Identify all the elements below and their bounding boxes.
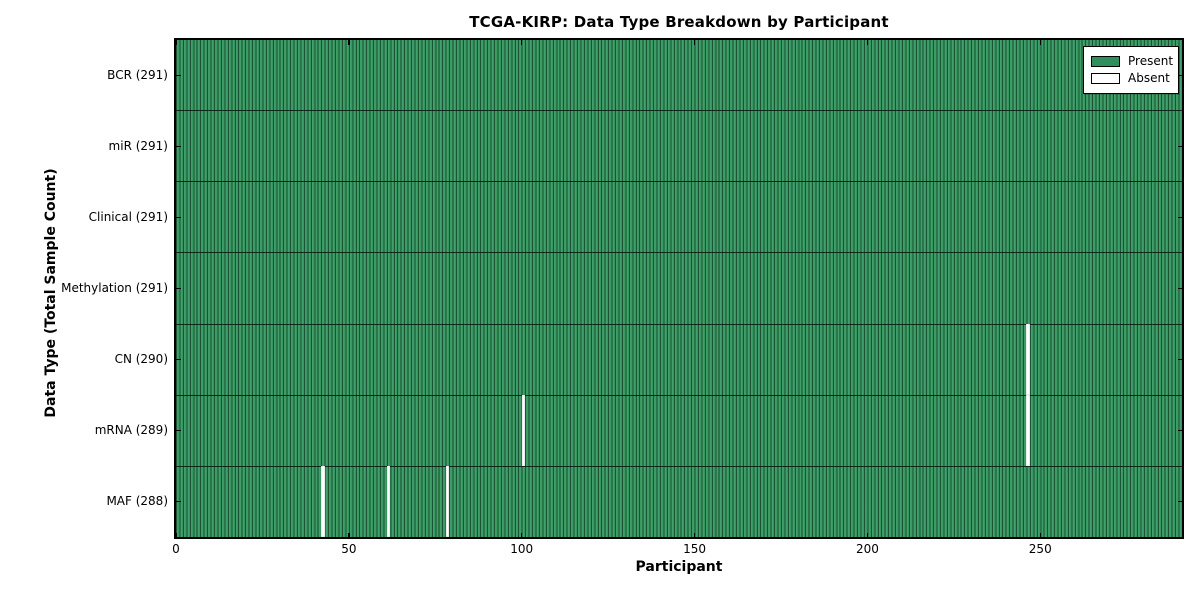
row-MAF (176, 467, 1182, 537)
y-tick-mark (176, 287, 181, 290)
y-tick-label-BCR: BCR (291) (107, 68, 168, 82)
y-tick-mark (1177, 287, 1182, 290)
y-tick-mark (176, 145, 181, 148)
legend-item-present: Present (1091, 54, 1174, 68)
x-tick-mark (1039, 40, 1041, 45)
row-Methylation (176, 253, 1182, 325)
row-mRNA (176, 396, 1182, 467)
x-tick-label: 200 (855, 542, 879, 556)
data-type-rows (176, 40, 1182, 537)
chart-title: TCGA-KIRP: Data Type Breakdown by Partic… (469, 13, 889, 31)
x-tick-mark (866, 40, 869, 45)
y-tick-label-Clinical: Clinical (291) (88, 210, 168, 224)
y-axis-label: Data Type (Total Sample Count) (43, 168, 59, 418)
x-tick-label: 150 (683, 542, 706, 556)
absent-cell-MAF-78 (445, 466, 450, 537)
x-tick-mark (693, 532, 696, 537)
absent-cell-mRNA-246 (1026, 395, 1030, 466)
y-tick-mark (176, 500, 181, 503)
y-tick-mark (1177, 429, 1182, 432)
x-tick-label: 0 (172, 542, 180, 556)
y-tick-mark (176, 429, 181, 432)
x-axis-label: Participant (635, 559, 723, 575)
row-CN (176, 325, 1182, 396)
legend-label-present: Present (1128, 54, 1174, 68)
y-tick-mark (1177, 74, 1182, 77)
y-tick-mark (1177, 216, 1182, 219)
y-tick-label-CN: CN (290) (114, 352, 168, 366)
y-tick-mark (176, 216, 181, 219)
absent-cell-mRNA-100 (521, 395, 526, 466)
legend: Present Absent (1083, 46, 1179, 94)
row-miR (176, 111, 1182, 183)
x-tick-mark (348, 40, 350, 45)
y-tick-label-mRNA: mRNA (289) (94, 423, 168, 437)
absent-swatch-icon (1091, 72, 1120, 84)
x-tick-label: 250 (1028, 542, 1052, 556)
x-tick-mark (521, 40, 523, 45)
legend-item-absent: Absent (1091, 71, 1171, 85)
row-Clinical (176, 182, 1182, 254)
plot-area (174, 38, 1184, 539)
row-BCR (176, 40, 1182, 112)
y-tick-label-MAF: MAF (288) (106, 494, 168, 508)
y-tick-mark (176, 358, 181, 361)
absent-cell-MAF-61 (386, 466, 391, 537)
legend-label-absent: Absent (1128, 71, 1170, 85)
x-tick-label: 100 (510, 542, 534, 556)
y-tick-mark (1177, 500, 1182, 503)
y-tick-mark (1177, 358, 1182, 361)
absent-cell-MAF-42 (321, 466, 325, 537)
x-tick-mark (348, 532, 350, 537)
x-tick-mark (176, 532, 178, 537)
y-tick-mark (176, 74, 181, 77)
x-tick-mark (693, 40, 696, 45)
x-tick-label: 50 (341, 542, 357, 556)
absent-cell-CN-246 (1026, 324, 1030, 395)
y-tick-label-miR: miR (291) (108, 139, 168, 153)
y-tick-mark (1177, 145, 1182, 148)
present-swatch-icon (1091, 55, 1120, 67)
x-tick-mark (866, 532, 869, 537)
x-tick-mark (176, 40, 178, 45)
x-tick-mark (521, 532, 523, 537)
x-tick-mark (1039, 532, 1041, 537)
y-tick-label-Methylation: Methylation (291) (61, 281, 168, 295)
